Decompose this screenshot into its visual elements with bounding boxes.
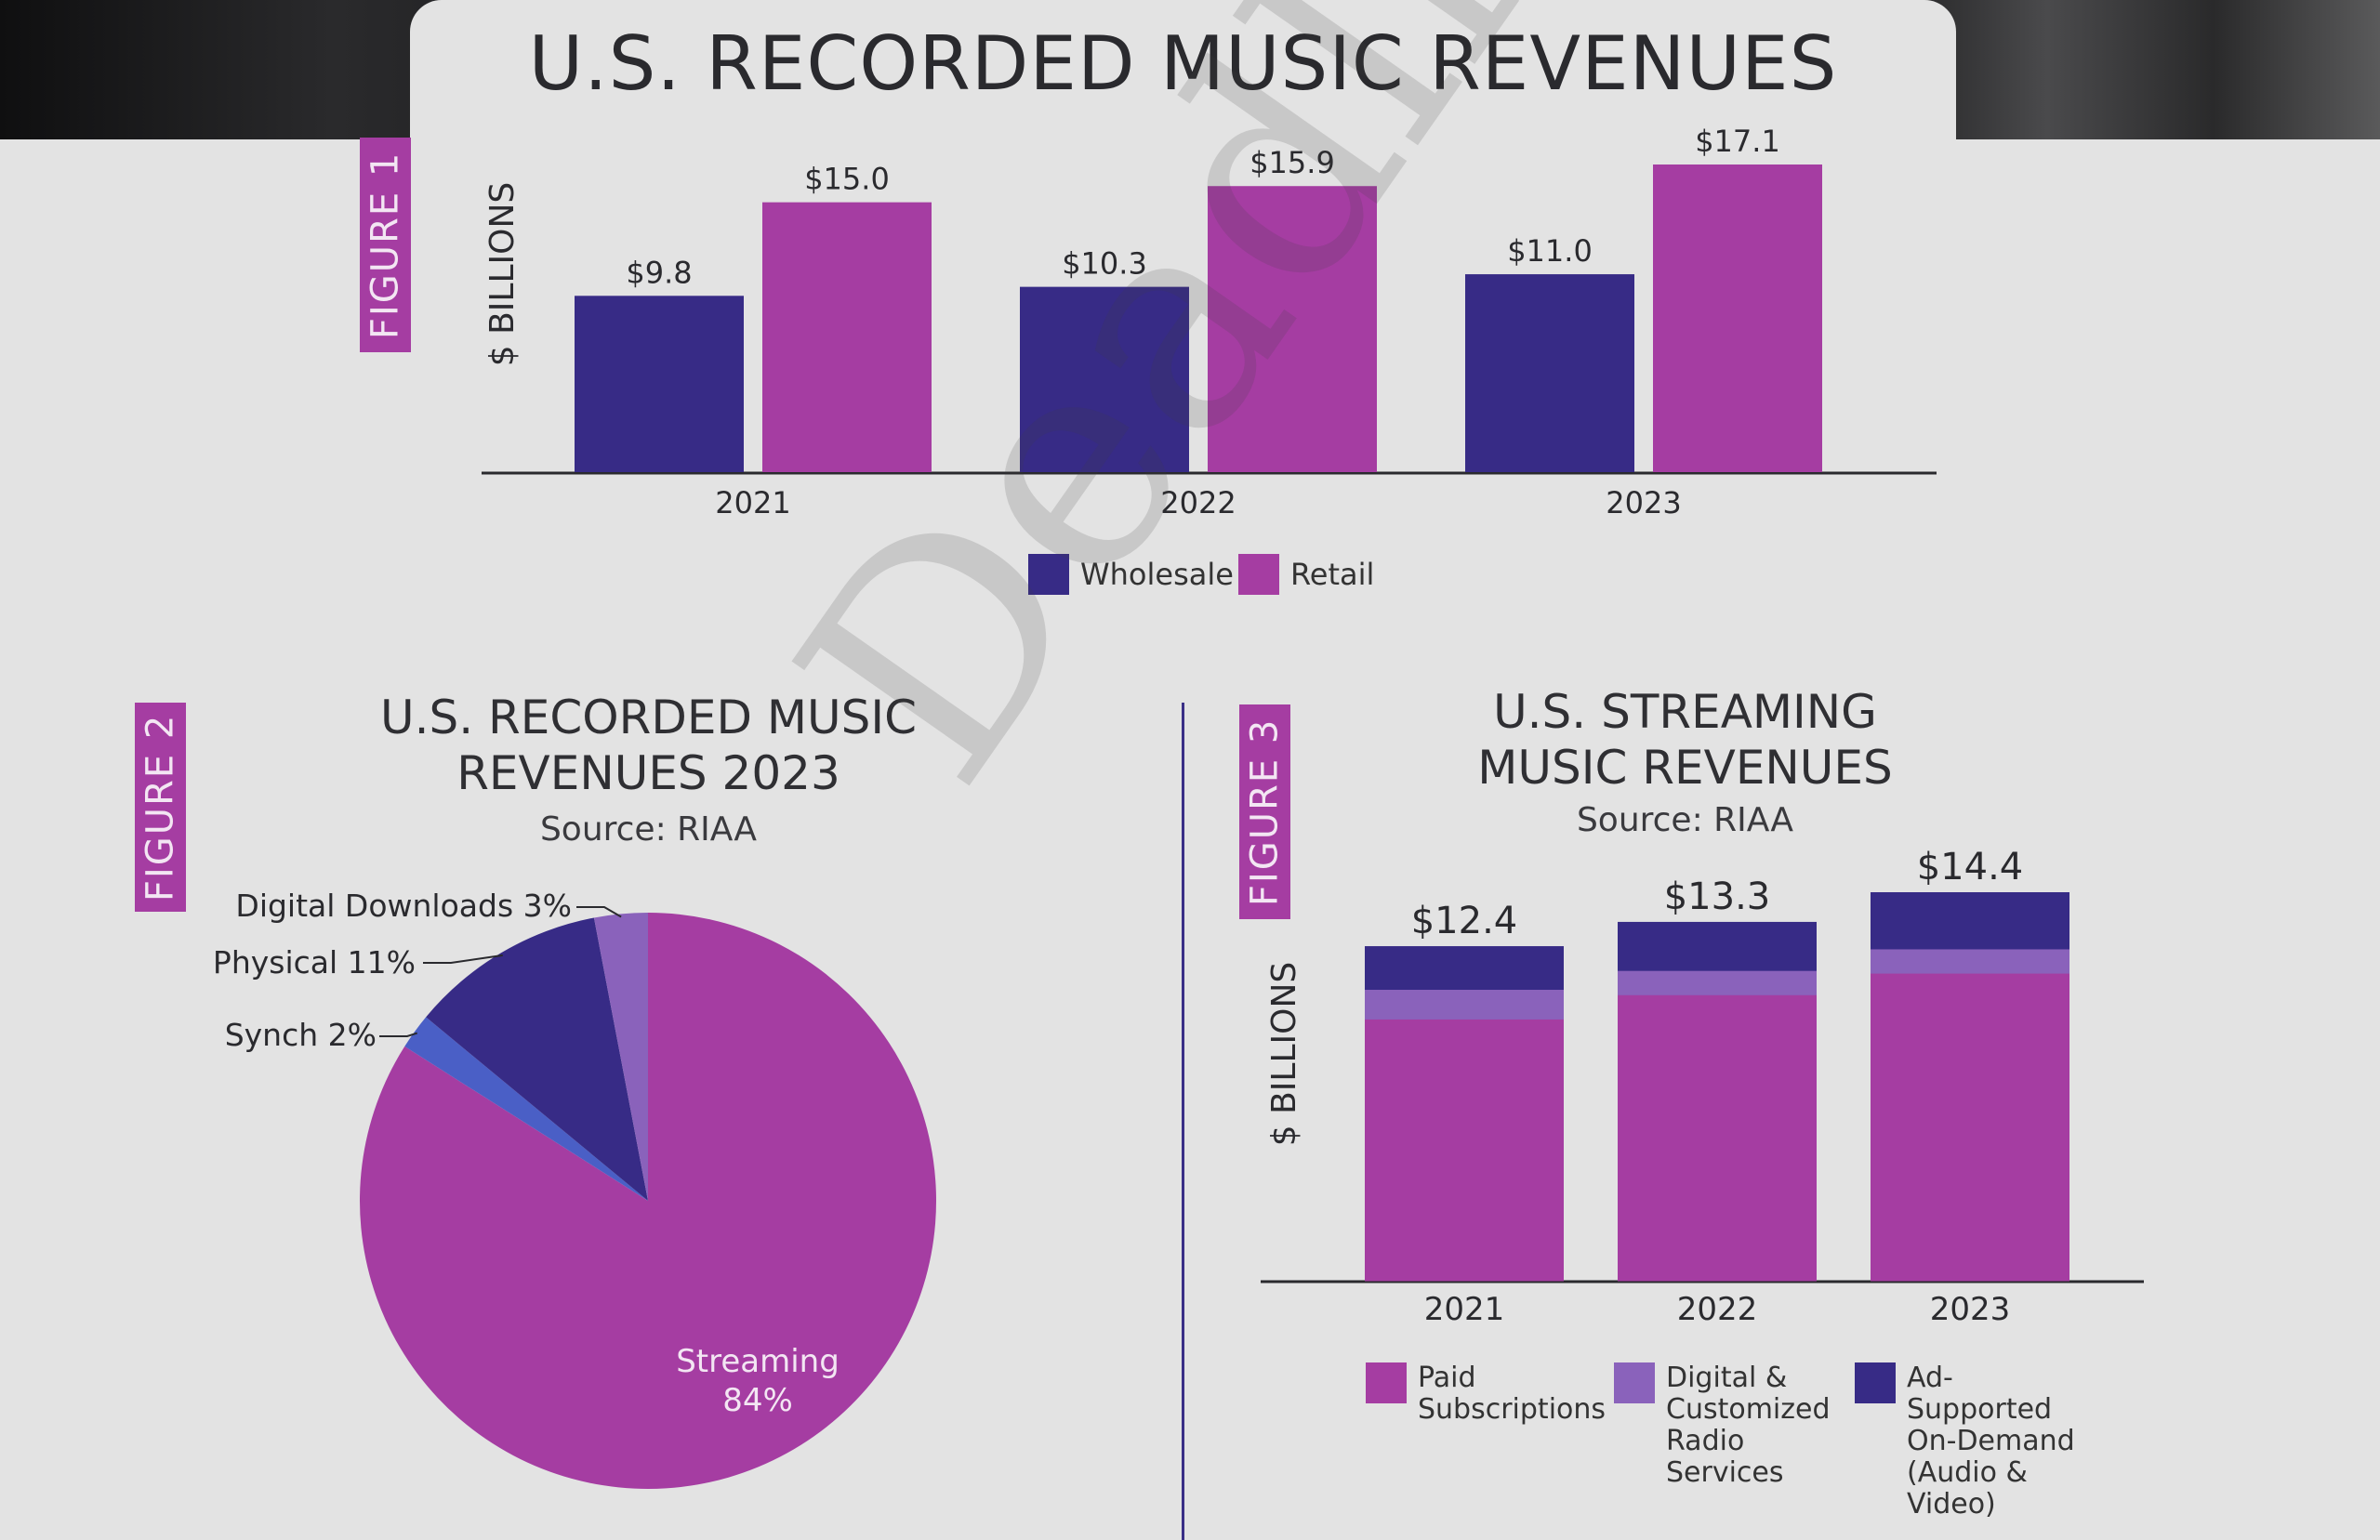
figure-divider: [1182, 703, 1184, 1540]
figure3-segment-2-2022: [1618, 921, 1817, 971]
figure3-x-tick: 2023: [1930, 1291, 2011, 1328]
figure2-title-line1: U.S. RECORDED MUSIC: [380, 691, 917, 744]
figure3-segment-1-2023: [1871, 948, 2069, 974]
pie-label-physical: Physical 11%: [213, 944, 416, 981]
pie-slice-synch: [404, 1017, 648, 1201]
legend-ad-label: Ad-Supported On-Demand (Audio & Video): [1907, 1362, 2075, 1520]
figure1-bar-retail-2023: [1653, 165, 1822, 472]
figure1-x-tick: 2023: [1606, 485, 1681, 520]
main-title: U.S. RECORDED MUSIC REVENUES: [528, 20, 1838, 107]
title-card: [410, 0, 1956, 158]
figure3-segment-0-2021: [1365, 1019, 1564, 1282]
figure3-title: U.S. STREAMING MUSIC REVENUES: [1348, 684, 2022, 796]
pie-label-streaming: Streaming: [676, 1343, 840, 1380]
legend-wholesale-label: Wholesale: [1080, 557, 1234, 592]
pie-label-streaming-pct: 84%: [722, 1382, 793, 1419]
figure3-source: Source: RIAA: [1576, 801, 1794, 839]
pie-leader-line: [379, 1032, 418, 1037]
legend-digital-radio: Digital & Customized Radio Services: [1614, 1362, 1846, 1489]
legend-wholesale-swatch: [1028, 554, 1069, 595]
pie-label-synch: Synch 2%: [225, 1017, 377, 1053]
figure3-segment-1-2021: [1365, 989, 1564, 1020]
figure1-value-label: $10.3: [1062, 246, 1147, 282]
legend-retail: Retail: [1238, 554, 1374, 595]
legend-ad-swatch: [1855, 1362, 1896, 1403]
figure1-value-label: $15.0: [804, 162, 890, 197]
figure1-bar-wholesale-2023: [1465, 274, 1634, 472]
pie-slice-physical: [426, 917, 648, 1201]
figure1-bar-retail-2022: [1208, 186, 1377, 472]
figure1-bar-retail-2021: [762, 202, 932, 473]
figure3-x-tick: 2021: [1424, 1291, 1505, 1328]
figure2-source: Source: RIAA: [539, 810, 758, 849]
figure1-y-axis-label: $ BILLIONS: [483, 182, 522, 367]
figure1-bar-wholesale-2021: [575, 296, 744, 472]
figure1-bar-wholesale-2022: [1020, 286, 1189, 472]
figure1-x-tick: 2021: [715, 485, 790, 520]
figure3-segment-0-2022: [1618, 994, 1817, 1282]
legend-paid-swatch: [1366, 1362, 1407, 1403]
pie-label-digital-downloads: Digital Downloads 3%: [235, 888, 572, 924]
figure3-y-axis-label: $ BILLIONS: [1265, 962, 1303, 1147]
legend-wholesale: Wholesale: [1028, 554, 1234, 595]
figure3-title-line2: MUSIC REVENUES: [1477, 741, 1893, 795]
legend-paid-subscriptions: Paid Subscriptions: [1366, 1362, 1606, 1426]
legend-retail-label: Retail: [1290, 557, 1375, 592]
figure3-segment-1-2022: [1618, 970, 1817, 995]
figure3-total-label: $14.4: [1917, 846, 2024, 888]
figure3-x-tick: 2022: [1677, 1291, 1758, 1328]
legend-retail-swatch: [1238, 554, 1279, 595]
figure1-value-label: $11.0: [1507, 233, 1593, 269]
figure3-total-label: $13.3: [1664, 875, 1771, 918]
figure1-x-tick: 2022: [1160, 485, 1236, 520]
pie-slice-digital-downloads: [593, 913, 648, 1201]
pie-leader-line: [423, 954, 503, 964]
figure3-segment-0-2023: [1871, 973, 2069, 1282]
figure1-value-label: $17.1: [1695, 124, 1780, 159]
figure3-segment-2-2021: [1365, 946, 1564, 990]
pie-leader-line: [576, 906, 622, 918]
figure2-title: U.S. RECORDED MUSIC REVENUES 2023: [307, 690, 990, 801]
figure1-value-label: $9.8: [626, 255, 692, 290]
figure3-title-line1: U.S. STREAMING: [1493, 685, 1877, 739]
figure3-total-label: $12.4: [1411, 900, 1518, 942]
figure3-segment-2-2023: [1871, 892, 2069, 950]
legend-ad-supported: Ad-Supported On-Demand (Audio & Video): [1855, 1362, 2087, 1520]
legend-paid-label: Paid Subscriptions: [1418, 1362, 1606, 1426]
figure2-title-line2: REVENUES 2023: [456, 746, 840, 800]
legend-radio-label: Digital & Customized Radio Services: [1666, 1362, 1831, 1489]
figure1-value-label: $15.9: [1250, 145, 1335, 180]
legend-radio-swatch: [1614, 1362, 1655, 1403]
